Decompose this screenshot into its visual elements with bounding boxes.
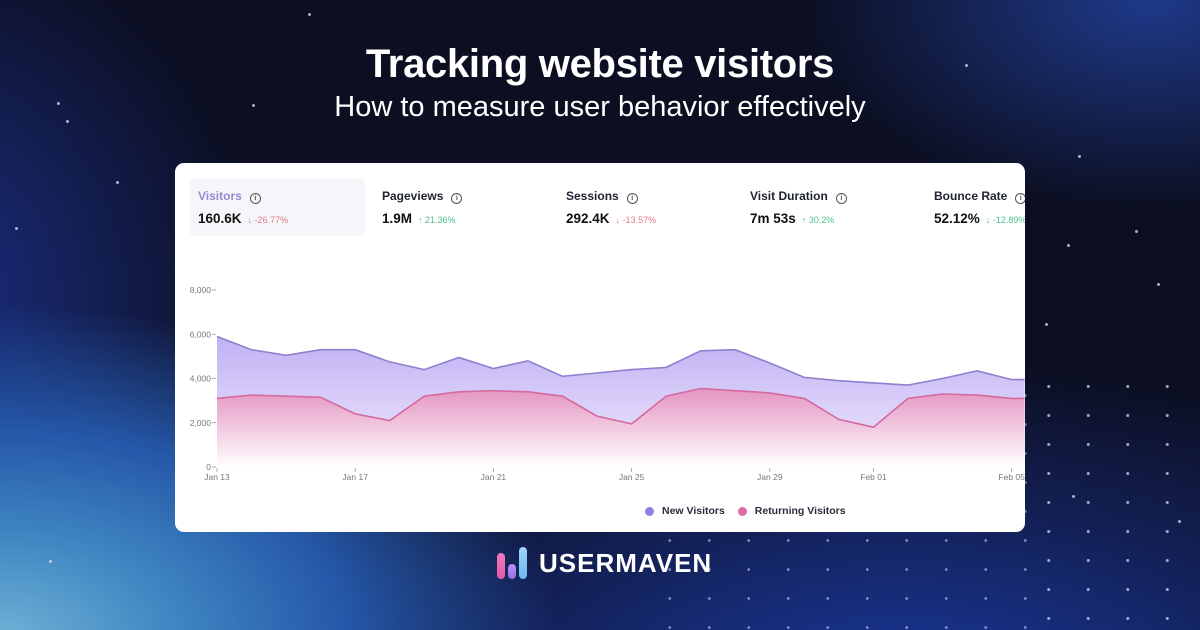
page-subtitle: How to measure user behavior effectively (334, 91, 866, 123)
x-tick-label: Jan 25 (619, 472, 645, 482)
x-tick-label: Feb 01 (860, 472, 887, 482)
metric-delta: ↓ -12.89% (985, 215, 1025, 225)
x-tick-label: Jan 17 (342, 472, 368, 482)
visitors-area-chart: 0 2,000 4,000 6,000 8,000 Jan 13 Jan 17 Jan 21… (190, 285, 1025, 482)
info-circle-icon[interactable]: i (626, 193, 638, 204)
metric-value: 1.9M (382, 211, 413, 226)
x-axis: Jan 13 Jan 17 Jan 21 Jan 25 Jan 29 Feb 01 Feb … (204, 468, 1025, 482)
arrow-down-icon: ↓ (985, 215, 991, 225)
x-tick-label: Jan 21 (481, 472, 507, 482)
x-tick-label: Feb 05 (998, 472, 1025, 482)
metric-delta: ↓ -26.77% (247, 215, 289, 225)
metric-label: Sessions (566, 189, 619, 203)
legend-dot-icon (737, 506, 747, 516)
arrow-up-icon: ↑ (801, 215, 807, 225)
metric-label: Visitors (198, 189, 242, 203)
chart-legend: New Visitors Returning Visitors (645, 505, 856, 519)
dot-grid-decoration (1020, 370, 1200, 630)
metric-delta: ↓ -13.57% (615, 215, 657, 225)
logo-text: USERMAVEN (539, 547, 713, 578)
usermaven-logo: USERMAVEN (497, 546, 712, 580)
logo-bars-icon (497, 547, 533, 579)
analytics-card: 0 2,000 4,000 6,000 8,000 Jan 13 Jan 17 Jan 21… (175, 163, 1025, 532)
info-circle-icon[interactable]: i (835, 193, 847, 204)
metric-value: 160.6K (198, 211, 242, 226)
metric-label: Bounce Rate (934, 189, 1008, 203)
returning-visitors-line (216, 387, 1025, 429)
returning-visitors-area (217, 388, 1025, 467)
arrow-down-icon: ↓ (615, 215, 621, 225)
metric-label: Visit Duration (750, 189, 828, 203)
new-visitors-line (216, 335, 1025, 386)
y-tick-label: 8,000 (190, 285, 212, 295)
y-tick-label: 0 (206, 462, 211, 472)
metric-tab-sessions[interactable]: Sessions i 292.4K ↓ -13.57% (558, 178, 733, 236)
metric-tabs: Visitors i 160.6K ↓ -26.77% Pageviews i 1.9… (190, 178, 1025, 236)
y-tick-label: 4,000 (190, 374, 212, 384)
metric-value: 52.12% (934, 211, 980, 226)
arrow-up-icon: ↑ (418, 215, 423, 225)
info-circle-icon[interactable]: i (451, 193, 463, 204)
x-tick-label: Jan 29 (757, 472, 783, 482)
y-tick-label: 6,000 (190, 329, 212, 339)
y-tick-label: 2,000 (190, 418, 212, 428)
metric-tab-bounce-rate[interactable]: Bounce Rate i 52.12% ↓ -12.89% (926, 178, 1025, 236)
hero-header: Tracking website visitors How to measure… (0, 40, 1200, 126)
page-title: Tracking website visitors (365, 42, 835, 86)
metric-value: 7m 53s (750, 211, 796, 226)
metric-tab-visit-duration[interactable]: Visit Duration i 7m 53s ↑ 30.2% (742, 178, 917, 236)
y-axis: 0 2,000 4,000 6,000 8,000 (190, 285, 216, 472)
metric-tab-visitors[interactable]: Visitors i 160.6K ↓ -26.77% (190, 178, 365, 236)
legend-item-returning-visitors[interactable]: Returning Visitors (737, 505, 846, 517)
metric-delta: ↑ 21.36% (418, 215, 456, 225)
metric-delta: ↑ 30.2% (801, 215, 835, 225)
metric-value: 292.4K (566, 211, 610, 226)
info-circle-icon[interactable]: i (1015, 193, 1025, 204)
legend-dot-icon (645, 506, 654, 516)
metric-label: Pageviews (382, 189, 444, 203)
legend-item-new-visitors[interactable]: New Visitors (645, 505, 725, 517)
x-tick-label: Jan 13 (204, 472, 230, 482)
arrow-down-icon: ↓ (247, 215, 253, 225)
info-circle-icon[interactable]: i (249, 193, 261, 204)
metric-tab-pageviews[interactable]: Pageviews i 1.9M ↑ 21.36% (374, 178, 549, 236)
